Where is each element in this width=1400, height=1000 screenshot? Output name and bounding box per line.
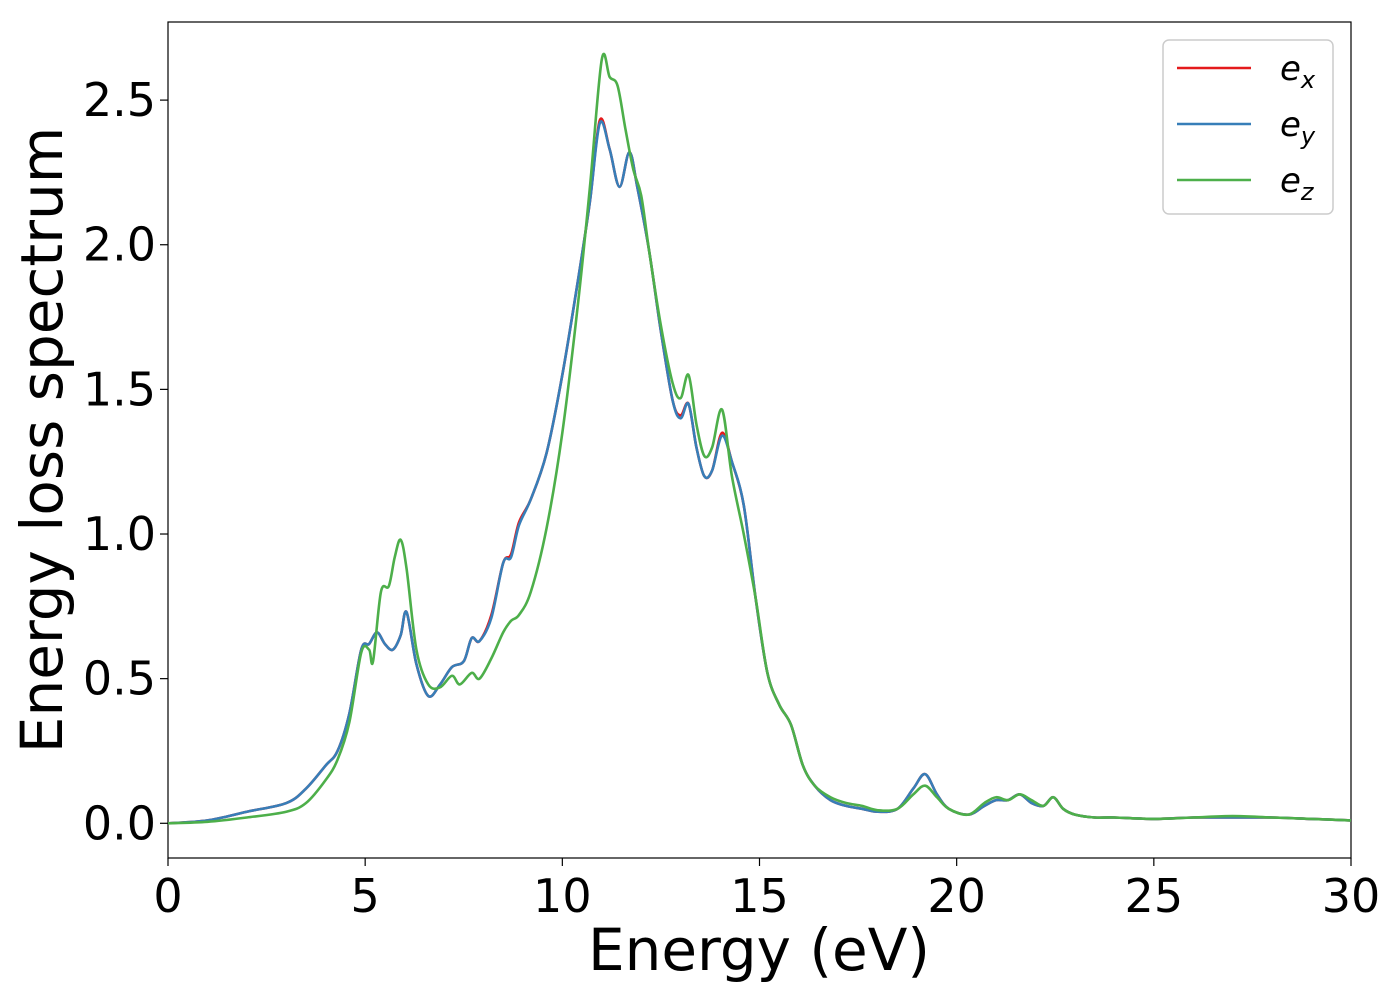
y-tick-label: 1.0 — [83, 507, 156, 561]
series-line-z — [168, 52, 1351, 825]
y-axis-label: Energy loss spectrum — [8, 127, 76, 753]
legend: ex ey ez — [1162, 39, 1334, 215]
x-tick-label: 10 — [533, 869, 592, 923]
x-axis-label: Energy (eV) — [588, 916, 930, 984]
x-tick-label: 20 — [927, 869, 986, 923]
y-tick-label: 2.5 — [83, 73, 156, 127]
x-tick-label: 0 — [153, 869, 182, 923]
y-tick-label: 1.5 — [83, 362, 156, 416]
plot-area — [167, 21, 1352, 859]
legend-label-x: ex — [1280, 49, 1316, 94]
y-tick-label: 0.5 — [83, 652, 156, 706]
y-tick-label: 2.0 — [83, 218, 156, 272]
x-tick-label: 15 — [730, 869, 789, 923]
y-tick-label: 0.0 — [83, 796, 156, 850]
legend-label-z: ez — [1280, 161, 1315, 206]
series-layer — [168, 52, 1351, 825]
legend-box — [1162, 39, 1334, 215]
legend-label-y: ey — [1280, 105, 1316, 150]
x-tick-label: 5 — [351, 869, 380, 923]
y-ticks: 0.0 0.5 1.0 1.5 2.0 2.5 — [83, 73, 168, 850]
x-ticks: 0 5 10 15 20 25 30 — [153, 858, 1380, 923]
x-tick-label: 25 — [1125, 869, 1184, 923]
x-tick-label: 30 — [1322, 869, 1381, 923]
